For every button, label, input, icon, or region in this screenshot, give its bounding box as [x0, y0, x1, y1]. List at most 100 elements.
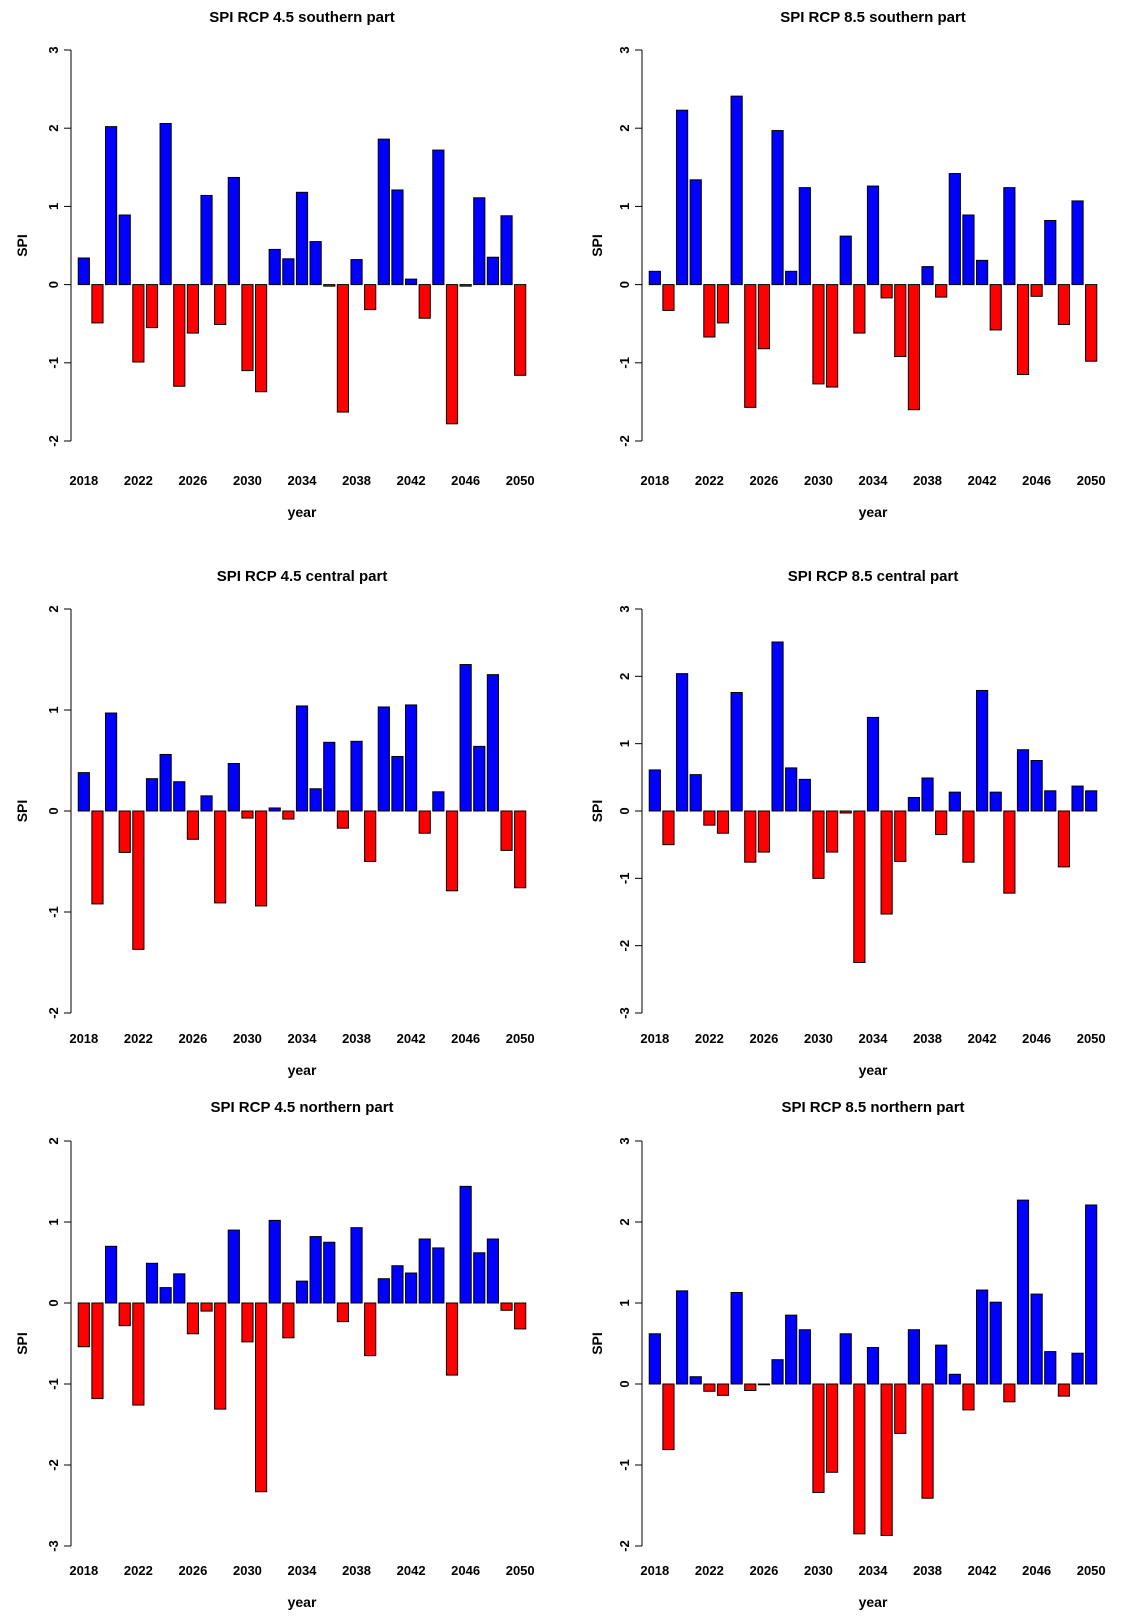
bar-2049	[1071, 200, 1084, 286]
bar-2029	[798, 1329, 811, 1385]
bar-2050	[1085, 284, 1098, 362]
bar-2048	[486, 256, 499, 286]
x-tick-label: 2030	[804, 1563, 833, 1578]
bar-2021	[689, 774, 702, 812]
y-tick-label: -1	[46, 357, 61, 369]
bar-2018	[648, 270, 661, 286]
bar-2044	[1003, 1383, 1016, 1403]
bar-2050	[514, 284, 527, 376]
chart-title: SPI RCP 4.5 central part	[217, 568, 388, 585]
bar-2046	[1030, 1293, 1043, 1385]
bar-2024	[159, 1287, 172, 1304]
bar-2037	[907, 1329, 920, 1385]
bar-2045	[445, 284, 459, 425]
x-tick-label: 2050	[1077, 1031, 1106, 1046]
y-tick-label: -2	[46, 1459, 61, 1471]
bar-2048	[486, 1238, 499, 1304]
x-tick-label: 2030	[233, 1563, 262, 1578]
bar-2034	[866, 716, 880, 812]
y-tick-label: 1	[617, 740, 632, 747]
x-tick-label: 2042	[397, 473, 426, 488]
bar-2024	[730, 95, 743, 286]
bar-2019	[662, 810, 675, 846]
bar-2034	[866, 1347, 880, 1385]
x-axis-label: year	[288, 1594, 317, 1610]
bar-2040	[377, 1278, 390, 1304]
x-tick-label: 2022	[695, 473, 724, 488]
bar-2044	[432, 791, 445, 812]
bar-2028	[785, 767, 798, 812]
bar-2029	[227, 763, 240, 812]
bar-2038	[350, 740, 363, 812]
x-tick-label: 2042	[968, 1563, 997, 1578]
y-tick-label: -1	[46, 906, 61, 918]
y-tick-label: 1	[46, 706, 61, 713]
bar-2050	[1085, 1204, 1098, 1385]
bar-2031	[826, 284, 839, 388]
bar-2041	[962, 214, 975, 286]
bar-2036	[894, 1383, 907, 1434]
bar-2032	[268, 248, 281, 286]
y-tick-label: -2	[617, 1540, 632, 1552]
bar-2047	[473, 745, 486, 812]
chart-title: SPI RCP 4.5 northern part	[210, 1099, 393, 1116]
bar-2047	[473, 1252, 486, 1304]
bar-2034	[866, 185, 880, 286]
bar-2049	[500, 1302, 513, 1311]
bar-2018	[77, 1302, 90, 1348]
bar-2049	[500, 810, 513, 851]
x-axis-label: year	[859, 1594, 888, 1610]
bar-2041	[962, 1383, 975, 1411]
bar-2040	[377, 138, 390, 286]
x-tick-label: 2042	[397, 1563, 426, 1578]
bar-2046	[1030, 284, 1043, 297]
bar-2035	[309, 788, 322, 812]
x-tick-label: 2038	[913, 1563, 942, 1578]
bar-2031	[826, 1383, 839, 1473]
chart-title: SPI RCP 4.5 southern part	[209, 9, 395, 26]
bar-2021	[118, 810, 131, 853]
bar-2021	[118, 1302, 131, 1327]
bar-2030	[241, 284, 254, 372]
bar-2034	[295, 705, 309, 812]
x-tick-label: 2050	[506, 473, 535, 488]
y-tick-label: 2	[617, 673, 632, 680]
bar-2047	[1044, 790, 1057, 812]
bar-2033	[853, 810, 866, 963]
x-axis-label: year	[859, 504, 888, 520]
bar-2028	[785, 270, 798, 286]
bar-2023	[145, 778, 159, 812]
x-tick-label: 2034	[859, 1031, 889, 1046]
bar-2020	[105, 712, 118, 812]
x-tick-label: 2038	[913, 473, 942, 488]
bar-2040	[948, 791, 961, 812]
x-tick-label: 2034	[288, 1031, 318, 1046]
bar-2018	[77, 257, 90, 286]
bar-2044	[432, 149, 445, 286]
bar-2023	[716, 810, 730, 834]
chart-panel-1: SPI RCP 4.5 southern part -2 -1 0 1 2 3 SPI 2018…	[14, 9, 535, 520]
bar-2034	[295, 191, 309, 286]
y-tick-label: -3	[617, 1007, 632, 1019]
chart-panel-6: SPI RCP 8.5 northern part -2 -1 0 1 2 3 SPI 2018…	[589, 1099, 1106, 1610]
bar-2018	[77, 772, 90, 812]
x-tick-label: 2038	[342, 1563, 371, 1578]
x-tick-label: 2038	[342, 1031, 371, 1046]
bar-2049	[1071, 1352, 1084, 1385]
bar-2044	[1003, 187, 1016, 286]
bar-2029	[227, 1229, 240, 1304]
bar-2026	[757, 1383, 770, 1386]
y-tick-label: -1	[617, 1459, 632, 1471]
bar-2019	[662, 284, 675, 311]
bar-2035	[309, 1236, 322, 1304]
bar-2025	[173, 284, 186, 387]
bar-2035	[309, 241, 322, 286]
y-axis-label: SPI	[589, 800, 605, 823]
bar-2026	[757, 810, 770, 853]
x-axis-label: year	[859, 1062, 888, 1078]
y-tick-label: 0	[617, 281, 632, 288]
y-axis-label: SPI	[14, 234, 30, 257]
x-tick-label: 2026	[749, 1031, 778, 1046]
x-axis-label: year	[288, 504, 317, 520]
bar-2025	[173, 781, 186, 812]
